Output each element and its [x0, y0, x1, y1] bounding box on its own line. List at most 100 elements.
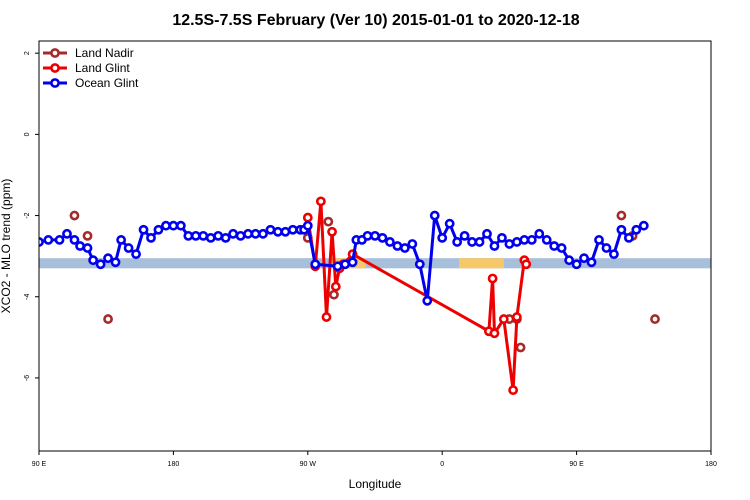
- data-point: [407, 239, 418, 249]
- data-point: [123, 243, 134, 253]
- data-point: [482, 228, 492, 239]
- data-point: [302, 212, 313, 223]
- data-point: [526, 235, 537, 245]
- data-point: [521, 259, 532, 270]
- x-tick-label: 180: [168, 461, 180, 468]
- data-point: [385, 237, 395, 247]
- data-point: [138, 224, 149, 235]
- data-point: [452, 237, 463, 247]
- highlight-span: [459, 258, 504, 269]
- x-axis-label: Longitude: [349, 477, 402, 491]
- data-point: [213, 230, 224, 241]
- plot-frame: [38, 40, 712, 452]
- y-tick-label: -4: [24, 294, 31, 300]
- data-point: [508, 385, 519, 396]
- data-point: [183, 230, 194, 241]
- data-point: [511, 237, 522, 247]
- data-point: [310, 259, 321, 270]
- data-point: [429, 210, 440, 221]
- data-point: [437, 232, 448, 243]
- legend-item: Land Nadir: [43, 46, 134, 60]
- data-point: [146, 232, 156, 243]
- data-point: [69, 210, 80, 221]
- data-point: [228, 228, 239, 239]
- data-point: [631, 224, 642, 235]
- data-point: [321, 312, 332, 322]
- chart-title: 12.5S-7.5S February (Ver 10) 2015-01-01 …: [172, 12, 579, 29]
- legend-label: Ocean Glint: [75, 76, 139, 90]
- x-tick-label: 90 E: [32, 461, 47, 468]
- x-axis: 90 E 180 90 W 0 90 E 180: [32, 451, 717, 468]
- data-point: [340, 259, 351, 270]
- data-point: [43, 235, 54, 245]
- data-point: [370, 230, 380, 241]
- data-point: [650, 314, 660, 324]
- legend-marker: [50, 78, 60, 88]
- data-point: [205, 232, 216, 243]
- data-point: [556, 243, 567, 253]
- data-point: [467, 237, 477, 247]
- data-point: [601, 243, 612, 253]
- x-tick-label: 90 E: [569, 461, 584, 468]
- data-point: [175, 220, 186, 231]
- legend-label: Land Nadir: [75, 46, 134, 60]
- reference-band: [39, 258, 711, 269]
- data-point: [69, 235, 80, 245]
- data-point: [161, 220, 171, 231]
- data-point: [243, 228, 253, 239]
- series-line: [306, 199, 528, 392]
- data-point: [327, 226, 337, 237]
- series-ocean-glint: [39, 210, 649, 306]
- data-point: [474, 237, 485, 247]
- data-point: [638, 220, 649, 231]
- data-point: [153, 224, 164, 235]
- data-point: [487, 273, 498, 284]
- data-point: [392, 241, 403, 251]
- data-point: [564, 255, 575, 266]
- data-point: [273, 226, 283, 237]
- y-tick-label: -6: [24, 375, 31, 381]
- data-point: [534, 228, 545, 239]
- data-point: [377, 232, 388, 243]
- data-point: [332, 261, 343, 272]
- y-axis-label: XCO2 - MLO trend (ppm): [0, 179, 13, 314]
- data-point: [616, 210, 627, 221]
- data-point: [323, 216, 334, 227]
- data-point: [459, 230, 470, 241]
- x-tick-label: 180: [705, 461, 717, 468]
- data-point: [168, 220, 179, 231]
- data-point: [541, 235, 552, 245]
- data-point: [62, 228, 72, 239]
- data-point: [265, 224, 276, 235]
- data-point: [511, 312, 522, 322]
- data-point: [103, 253, 113, 264]
- data-point: [235, 230, 246, 241]
- y-tick-label: -2: [24, 212, 31, 218]
- data-point: [489, 328, 500, 339]
- data-point: [414, 259, 425, 270]
- data-point: [110, 257, 121, 268]
- data-point: [250, 228, 261, 239]
- data-point: [82, 230, 93, 241]
- data-point: [362, 230, 373, 241]
- data-point: [190, 230, 201, 241]
- data-point: [586, 257, 597, 268]
- y-tick-label: 2: [24, 51, 31, 55]
- x-tick-label: 0: [440, 461, 444, 468]
- data-point: [422, 295, 433, 306]
- y-axis: 2 0 -2 -4 -6: [24, 51, 39, 381]
- data-point: [515, 342, 526, 353]
- data-point: [329, 289, 339, 300]
- data-point: [489, 241, 500, 251]
- data-point: [498, 314, 509, 324]
- plot-area: [39, 196, 711, 396]
- data-point: [347, 257, 358, 268]
- data-point: [103, 314, 113, 324]
- data-point: [497, 232, 507, 243]
- data-point: [315, 196, 326, 207]
- data-point: [330, 281, 341, 292]
- data-point: [82, 243, 93, 253]
- x-tick-label: 90 W: [300, 461, 317, 468]
- data-point: [594, 235, 604, 245]
